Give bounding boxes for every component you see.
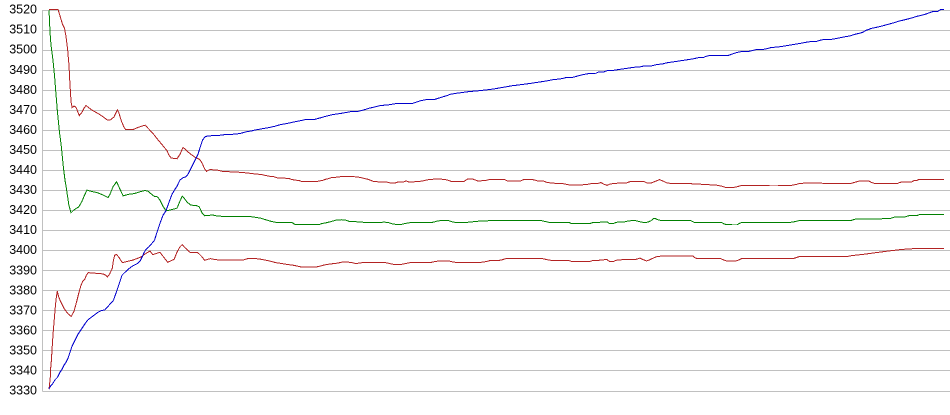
svg-text:3380: 3380 <box>9 283 37 297</box>
svg-text:3430: 3430 <box>9 183 37 197</box>
svg-text:3360: 3360 <box>9 323 37 337</box>
svg-text:3510: 3510 <box>9 23 37 37</box>
svg-text:3330: 3330 <box>9 384 37 398</box>
svg-text:3480: 3480 <box>9 83 37 97</box>
svg-text:3390: 3390 <box>9 263 37 277</box>
svg-text:3490: 3490 <box>9 63 37 77</box>
svg-text:3520: 3520 <box>9 3 37 17</box>
svg-text:3420: 3420 <box>9 203 37 217</box>
svg-text:3400: 3400 <box>9 243 37 257</box>
svg-text:3470: 3470 <box>9 103 37 117</box>
svg-text:3440: 3440 <box>9 163 37 177</box>
svg-text:3340: 3340 <box>9 364 37 378</box>
svg-text:3350: 3350 <box>9 344 37 358</box>
svg-text:3410: 3410 <box>9 223 37 237</box>
svg-text:3500: 3500 <box>9 43 37 57</box>
svg-text:3450: 3450 <box>9 143 37 157</box>
svg-text:3370: 3370 <box>9 303 37 317</box>
svg-text:3460: 3460 <box>9 123 37 137</box>
